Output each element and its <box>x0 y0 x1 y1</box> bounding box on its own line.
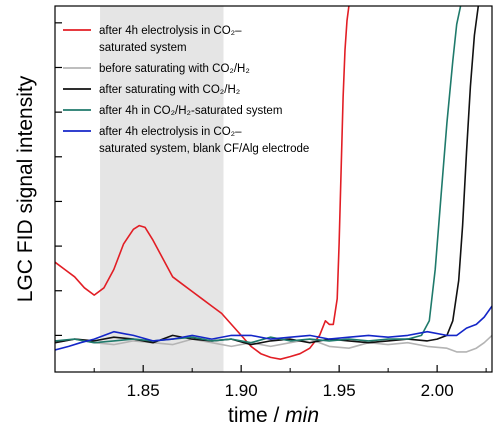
series-line-1 <box>55 6 350 361</box>
x-axis-title-unit: min <box>285 404 319 427</box>
legend-label: after 4h electrolysis in CO₂– <box>99 25 242 37</box>
x-tick-label: 1.95 <box>323 381 356 400</box>
plot-frame <box>54 5 493 373</box>
y-axis-title: LGC FID signal intensity <box>14 75 37 302</box>
x-tick-label: 2.00 <box>421 381 454 400</box>
x-axis-title: time / min <box>228 404 319 427</box>
legend-entry-4: after 4h in CO₂/H₂-saturated system <box>63 105 282 117</box>
x-tick-label: 1.85 <box>127 381 160 400</box>
legend-label: after saturating with CO₂/H₂ <box>99 84 240 96</box>
legend-label: after 4h electrolysis in CO₂– <box>99 126 242 138</box>
axes-layer <box>54 5 493 373</box>
legend-entry-3: after saturating with CO₂/H₂ <box>63 84 240 96</box>
series-layer <box>55 6 492 361</box>
legend-label: after 4h in CO₂/H₂-saturated system <box>99 105 282 117</box>
legend-label: saturated system <box>99 42 187 54</box>
legend-entry-1: after 4h electrolysis in CO₂– saturated s… <box>63 25 242 54</box>
legend-entry-5: after 4h electrolysis in CO₂– saturated s… <box>63 126 309 155</box>
legend: after 4h electrolysis in CO₂– saturated s… <box>63 25 309 155</box>
ticks-layer: 1.85 1.90 1.95 2.00 <box>55 22 487 400</box>
series-line-4 <box>55 6 462 344</box>
legend-entry-2: before saturating with CO₂/H₂ <box>63 63 250 75</box>
x-axis-title-main: time / <box>228 404 285 427</box>
series-line-5 <box>55 305 492 351</box>
highlight-region-layer <box>100 6 224 372</box>
x-tick-label: 1.90 <box>225 381 258 400</box>
highlight-region <box>100 6 224 372</box>
legend-label: before saturating with CO₂/H₂ <box>99 63 250 75</box>
legend-label: saturated system, blank CF/Alg electrode <box>99 143 309 155</box>
